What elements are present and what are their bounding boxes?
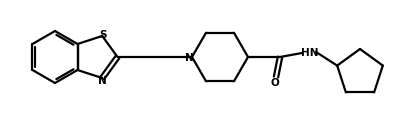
Text: HN: HN bbox=[301, 48, 319, 58]
Text: N: N bbox=[98, 75, 107, 85]
Text: O: O bbox=[270, 77, 279, 87]
Text: S: S bbox=[100, 30, 107, 40]
Text: N: N bbox=[185, 53, 193, 62]
